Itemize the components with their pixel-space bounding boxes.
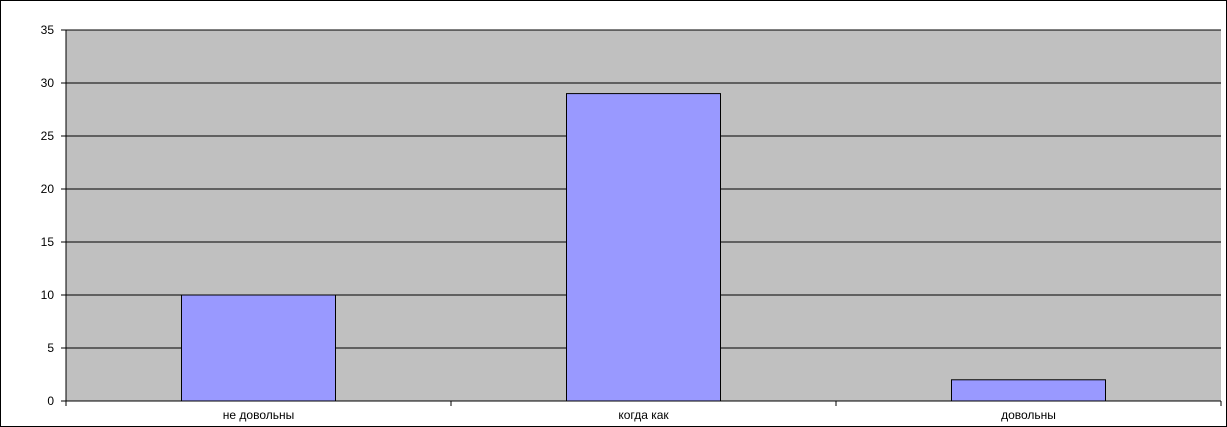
x-tick-label: когда как (618, 408, 669, 422)
y-tick-label: 5 (47, 341, 54, 355)
bar (181, 294, 336, 402)
y-tick-label: 30 (41, 76, 55, 90)
y-axis-ticks: 0 5 10 15 20 25 30 35 (41, 23, 66, 408)
y-tick-label: 25 (41, 129, 55, 143)
x-tick-label: не довольны (223, 408, 294, 422)
axes (65, 30, 1221, 402)
y-tick-label: 0 (47, 394, 54, 408)
bars (181, 93, 1106, 402)
y-tick-label: 35 (41, 23, 55, 37)
x-tick-label: довольны (1001, 408, 1056, 422)
bar (566, 93, 721, 402)
x-axis-ticks: не довольны когда как довольны (65, 401, 1222, 422)
bar (951, 379, 1106, 402)
y-tick-label: 10 (41, 288, 55, 302)
y-tick-label: 15 (41, 235, 55, 249)
y-tick-label: 20 (41, 182, 55, 196)
